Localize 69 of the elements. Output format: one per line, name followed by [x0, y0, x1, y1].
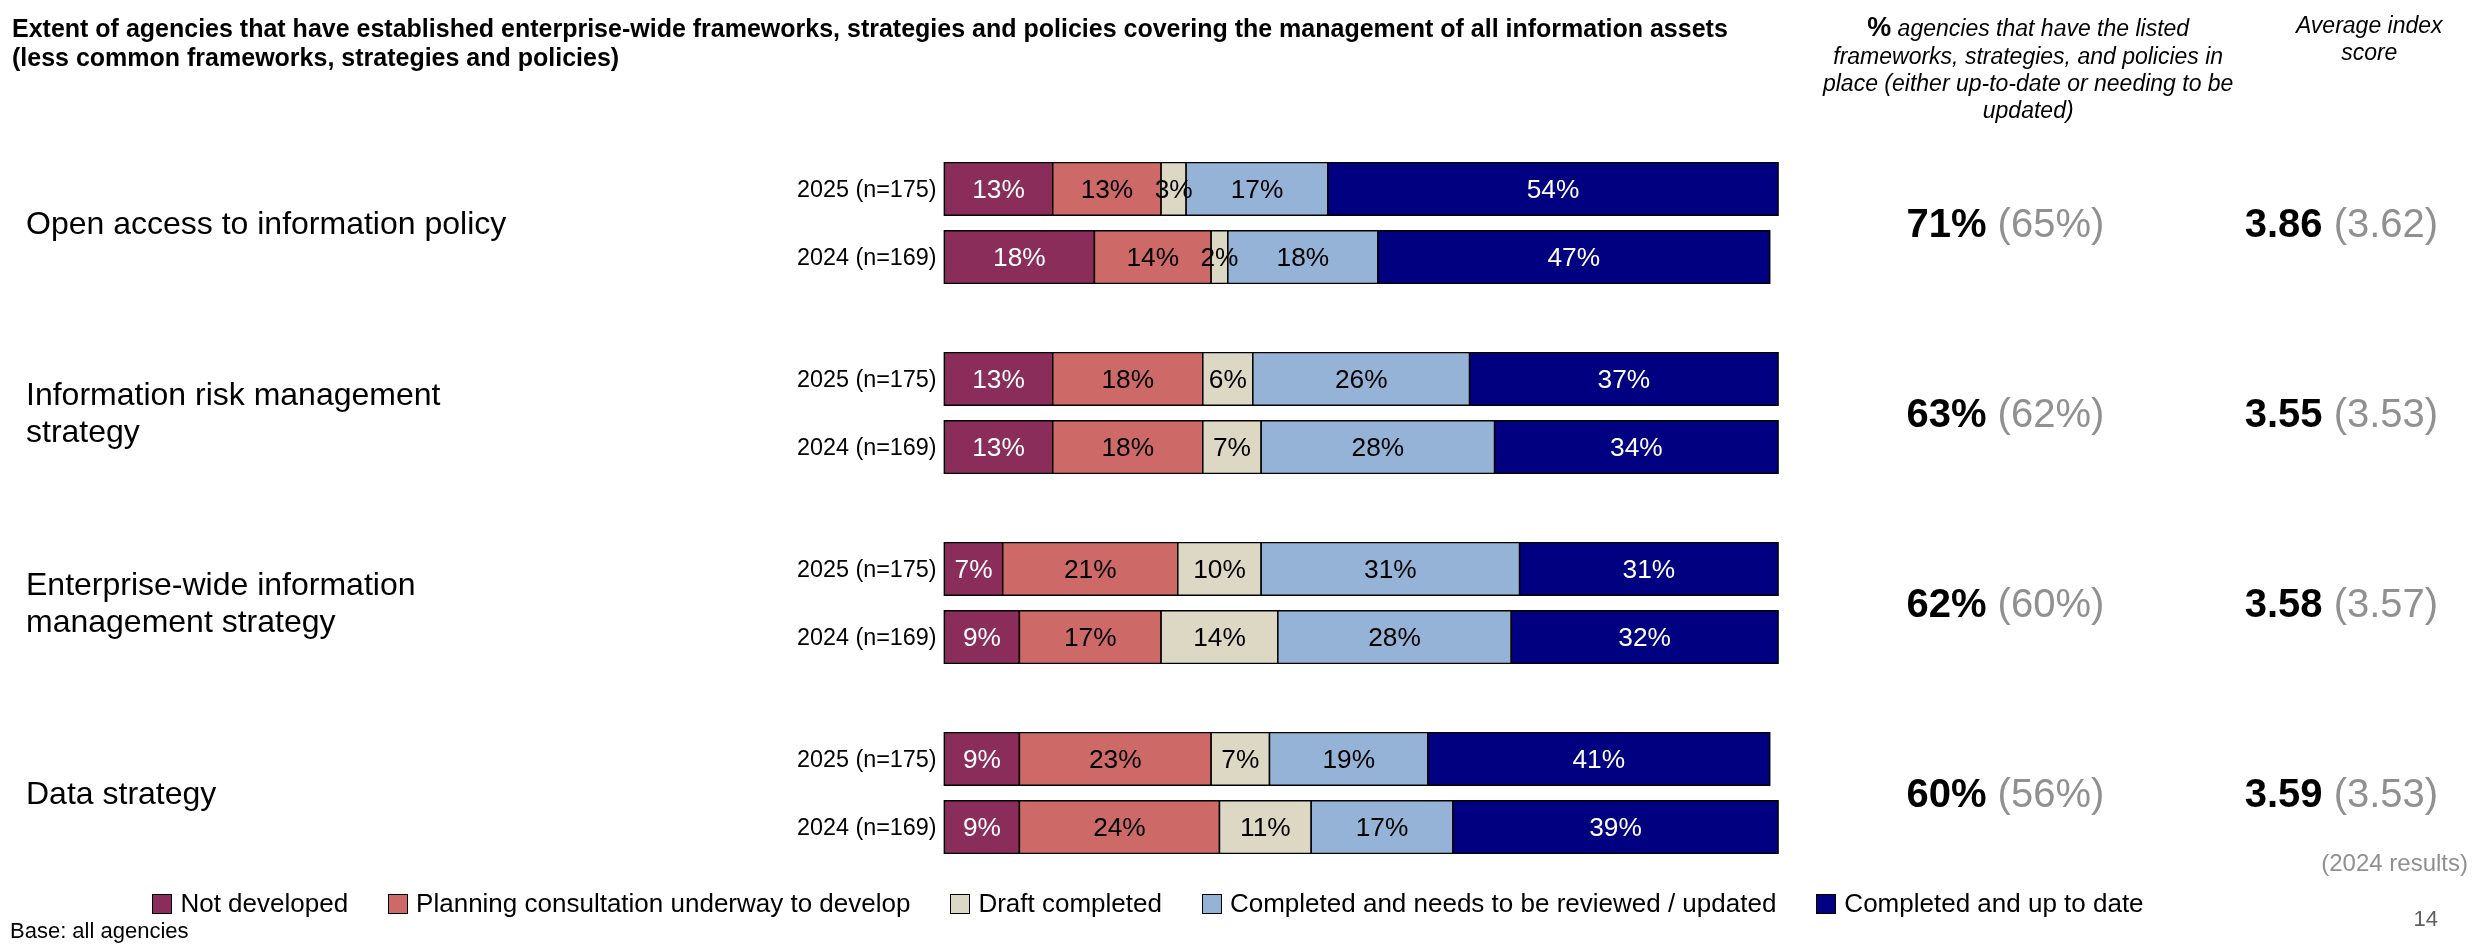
text: 3.59 (3.53) — [2244, 770, 2439, 815]
data-label: 14% — [1193, 622, 1247, 653]
data-label: 24% — [1093, 812, 1147, 843]
data-label: 9% — [963, 812, 1002, 843]
text: 63% (62%) — [1906, 390, 2105, 435]
y-tick-label: 2024 (n=169) — [797, 814, 937, 841]
data-label: 10% — [1193, 554, 1247, 585]
data-label: 7% — [954, 554, 993, 585]
y-tick-label: 2025 (n=175) — [797, 366, 937, 393]
text: Information risk management strategy — [25, 376, 442, 450]
data-label: 6% — [1209, 364, 1248, 395]
text: Enterprise-wide information management strategy — [25, 566, 417, 640]
data-label: 9% — [963, 622, 1002, 653]
text: Data strategy — [25, 774, 218, 812]
data-label: 47% — [1547, 242, 1601, 273]
data-label: 7% — [1213, 432, 1252, 463]
text: 3.58 (3.57) — [2244, 580, 2439, 625]
text: 62% (60%) — [1906, 580, 2105, 625]
data-label: 31% — [1622, 554, 1676, 585]
text: (2024 results) — [2320, 848, 2468, 877]
text: 3.55 (3.53) — [2244, 390, 2439, 435]
data-label: 17% — [1231, 174, 1284, 205]
data-label: 13% — [972, 432, 1026, 463]
data-label: 19% — [1322, 744, 1376, 775]
data-label: 37% — [1597, 364, 1651, 395]
data-label: 9% — [963, 744, 1002, 775]
data-label: 7% — [1221, 744, 1260, 775]
data-label: 13% — [972, 174, 1026, 205]
legend-label: Completed and needs to be reviewed / updated — [1228, 888, 1777, 919]
legend-label: Completed and up to date — [1843, 888, 2144, 919]
data-label: 18% — [1101, 432, 1155, 463]
y-tick-label: 2024 (n=169) — [797, 624, 937, 651]
data-label: 21% — [1064, 554, 1117, 585]
data-label: 41% — [1572, 744, 1626, 775]
data-label: 17% — [1356, 812, 1409, 843]
data-label: 13% — [972, 364, 1026, 395]
data-label: 13% — [1081, 174, 1134, 205]
data-label: 17% — [1064, 622, 1117, 653]
text: 3.86 (3.62) — [2244, 200, 2439, 245]
data-label: 11% — [1240, 812, 1292, 843]
legend-label: Planning consultation underway to develop — [415, 888, 911, 919]
y-tick-label: 2024 (n=169) — [797, 244, 937, 271]
data-label: 23% — [1089, 744, 1142, 775]
data-label: 18% — [993, 242, 1047, 273]
chart-title: Extent of agencies that have established enterprise-wide frameworks, strategies and policies covering the management of all information assets (less common frameworks, strategies and policies) — [11, 13, 1729, 73]
data-label: 26% — [1335, 364, 1388, 395]
data-label: 14% — [1126, 242, 1180, 273]
data-label: 39% — [1589, 812, 1643, 843]
text: Average index score — [2294, 11, 2444, 67]
data-label: 18% — [1276, 242, 1330, 273]
y-tick-label: 2024 (n=169) — [797, 434, 937, 461]
data-label: 34% — [1610, 432, 1664, 463]
text: Open access to information policy — [25, 204, 508, 242]
text: 60% (56%) — [1906, 770, 2105, 815]
text: % agencies that have the listed frameworks, strategies, and policies in place (either up-to-date or needing to be updated) — [1821, 11, 2235, 125]
data-label: 31% — [1364, 554, 1418, 585]
y-tick-label: 2025 (n=175) — [797, 746, 937, 773]
data-label: 28% — [1368, 622, 1422, 653]
legend-label: Not developed — [179, 888, 349, 919]
text: 71% (65%) — [1906, 200, 2105, 245]
data-label: 28% — [1351, 432, 1405, 463]
text: 14 — [2413, 906, 2438, 932]
y-tick-label: 2025 (n=175) — [797, 176, 937, 203]
legend-label: Draft completed — [977, 888, 1162, 919]
text: Base: all agencies — [10, 918, 189, 944]
data-label: 54% — [1527, 174, 1580, 205]
data-label: 18% — [1101, 364, 1155, 395]
y-tick-label: 2025 (n=175) — [797, 556, 937, 583]
data-label: 32% — [1618, 622, 1672, 653]
